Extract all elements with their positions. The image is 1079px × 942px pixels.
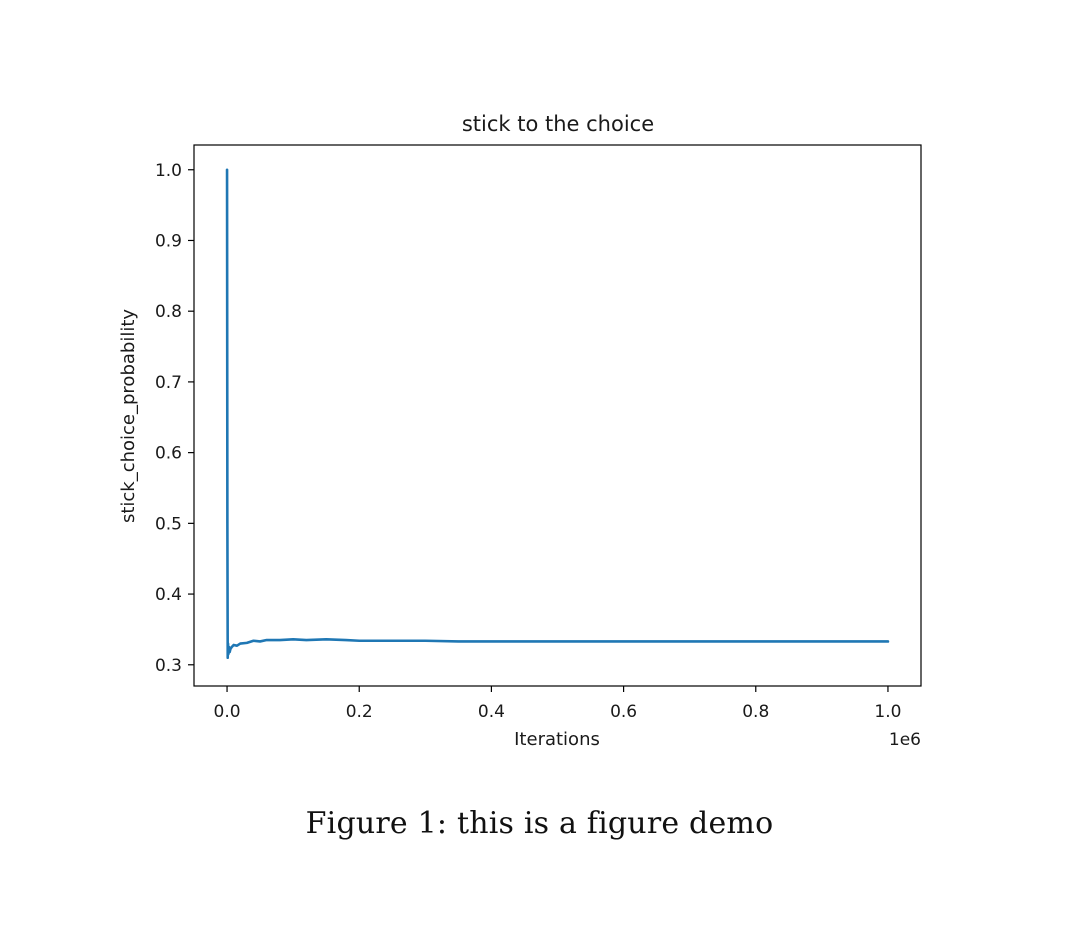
- x-tick-label: 0.6: [610, 702, 637, 722]
- y-tick-label: 0.7: [155, 373, 182, 393]
- figure-caption: Figure 1: this is a figure demo: [305, 806, 774, 841]
- x-axis-label: Iterations: [514, 729, 600, 750]
- y-tick-label: 0.3: [155, 656, 182, 676]
- y-tick-label: 0.5: [155, 514, 182, 534]
- x-axis-offset-label: 1e6: [889, 730, 921, 750]
- x-tick-label: 0.2: [346, 702, 373, 722]
- x-tick-label: 1.0: [874, 702, 901, 722]
- x-tick-label: 0.8: [742, 702, 769, 722]
- y-tick-label: 0.8: [155, 302, 182, 322]
- x-tick-label: 0.4: [478, 702, 505, 722]
- series-line: [225, 168, 890, 660]
- chart-title: stick to the choice: [462, 112, 654, 136]
- x-tick-label: 0.0: [214, 702, 241, 722]
- y-tick-label: 0.9: [155, 231, 182, 251]
- x-axis-ticks: 0.0 0.2 0.4 0.6 0.8 1.0: [214, 686, 901, 722]
- line-chart: stick to the choice 0.30.40.50.60.70.80.…: [118, 112, 922, 750]
- plot-frame: [193, 144, 922, 687]
- y-tick-label: 0.4: [155, 585, 182, 605]
- y-axis-label: stick_choice_probability: [118, 309, 139, 523]
- y-axis-ticks: 0.3 0.4 0.5 0.6 0.7 0.8 0.9 1.0: [155, 161, 194, 676]
- y-tick-label: 0.6: [155, 444, 182, 464]
- y-tick-label: 1.0: [155, 161, 182, 181]
